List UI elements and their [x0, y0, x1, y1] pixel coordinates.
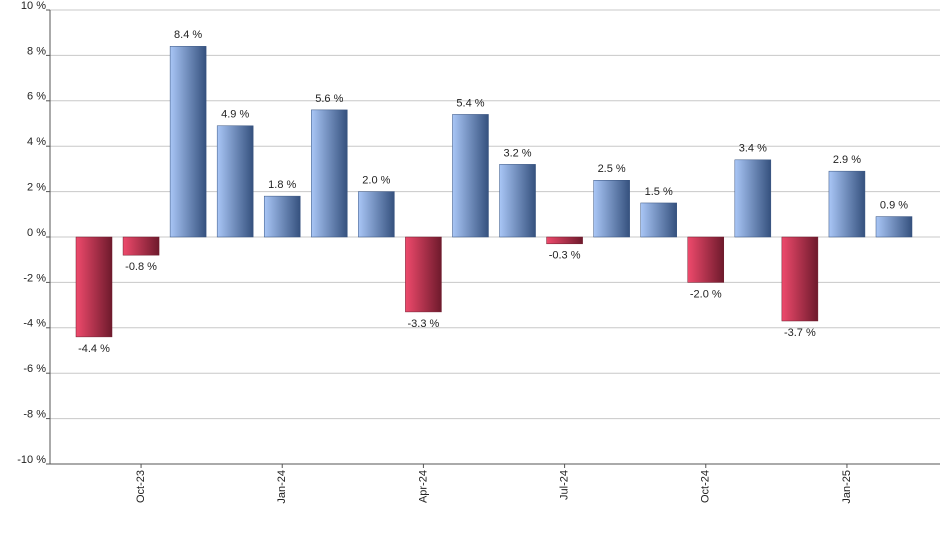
value-label: 5.4 % [456, 97, 484, 109]
bar [169, 46, 207, 238]
x-tick-label: Apr-24 [417, 470, 429, 503]
y-tick-label: -4 % [23, 318, 46, 330]
bar [593, 180, 630, 238]
bar [781, 236, 819, 322]
bar [546, 236, 583, 245]
y-tick-label: 2 % [27, 182, 46, 194]
bar [263, 195, 301, 238]
value-label: 2.9 % [833, 154, 861, 166]
value-label: 0.9 % [880, 199, 908, 211]
y-tick-label: -6 % [23, 363, 46, 375]
y-tick-label: 4 % [27, 136, 46, 148]
value-label: -0.3 % [549, 250, 581, 262]
x-tick-label: Oct-24 [700, 470, 712, 503]
y-tick-label: -8 % [23, 409, 46, 421]
bar [687, 236, 725, 283]
y-tick-label: 10 % [21, 0, 46, 12]
bar [405, 236, 442, 313]
x-tick-label: Oct-23 [135, 470, 147, 503]
value-label: -3.3 % [408, 318, 440, 330]
bar [122, 236, 160, 256]
value-label: -4.4 % [78, 343, 110, 355]
bar [452, 114, 489, 238]
value-label: 3.2 % [503, 147, 531, 159]
y-tick-label: -2 % [23, 272, 46, 284]
bar [640, 202, 677, 238]
y-tick-label: 0 % [27, 227, 46, 239]
value-label: -3.7 % [784, 327, 816, 339]
value-label: 3.4 % [739, 143, 767, 155]
value-label: -2.0 % [690, 288, 722, 300]
y-tick-label: 8 % [27, 45, 46, 57]
value-label: 2.0 % [362, 175, 390, 187]
bar [875, 216, 913, 238]
bar [734, 159, 772, 238]
bar [75, 236, 113, 338]
bar [499, 164, 536, 238]
bar [828, 170, 866, 238]
bar [311, 109, 348, 238]
value-label: 4.9 % [221, 109, 249, 121]
value-label: 1.8 % [268, 179, 296, 191]
value-label: 8.4 % [174, 29, 202, 41]
x-tick-label: Jul-24 [558, 470, 570, 500]
x-tick-label: Jan-25 [841, 470, 853, 504]
x-tick-label: Jan-24 [276, 470, 288, 504]
y-tick-label: 6 % [27, 91, 46, 103]
y-tick-label: -10 % [17, 454, 46, 466]
value-label: 2.5 % [598, 163, 626, 175]
bar [358, 191, 395, 238]
value-label: 1.5 % [645, 186, 673, 198]
value-label: 5.6 % [315, 93, 343, 105]
value-label: -0.8 % [125, 261, 157, 273]
bar [216, 125, 254, 238]
